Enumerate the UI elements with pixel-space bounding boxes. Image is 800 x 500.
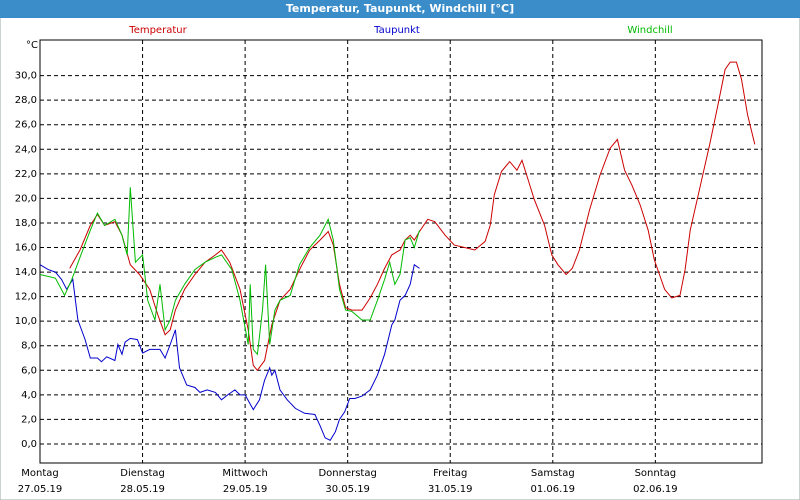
x-tick-date: 02.06.19	[633, 484, 678, 495]
y-tick-label: 6,0	[21, 365, 37, 376]
title-bar	[0, 0, 800, 18]
x-tick-label: Samstag	[531, 468, 575, 479]
y-tick-label: 26,0	[15, 120, 37, 131]
x-tick-date: 28.05.19	[120, 484, 165, 495]
y-tick-label: 24,0	[15, 144, 37, 155]
x-tick-label: Mittwoch	[222, 468, 267, 479]
y-axis-label: °C	[26, 40, 38, 51]
x-tick-date: 29.05.19	[223, 484, 268, 495]
y-tick-label: 12,0	[15, 292, 37, 303]
y-tick-label: 8,0	[21, 341, 37, 352]
y-tick-label: 30,0	[15, 71, 37, 82]
y-tick-label: 22,0	[15, 169, 37, 180]
series-line	[39, 263, 420, 441]
x-tick-date: 01.06.19	[531, 484, 576, 495]
x-tick-date: 31.05.19	[428, 484, 473, 495]
x-tick-date: 27.05.19	[18, 484, 63, 495]
x-tick-date: 30.05.19	[325, 484, 370, 495]
series-line	[69, 61, 756, 372]
x-tick-label: Sonntag	[635, 468, 677, 479]
series-line	[39, 187, 420, 356]
x-tick-label: Donnerstag	[318, 468, 376, 479]
y-tick-label: 14,0	[15, 267, 37, 278]
x-tick-label: Dienstag	[120, 468, 165, 479]
y-tick-label: 10,0	[15, 316, 37, 327]
x-tick-label: Montag	[21, 468, 58, 479]
x-tick-label: Freitag	[433, 468, 467, 479]
plot-frame	[39, 39, 763, 464]
legend-label: Windchill	[627, 25, 672, 36]
y-tick-label: 18,0	[15, 218, 37, 229]
y-tick-label: 28,0	[15, 95, 37, 106]
y-tick-label: 20,0	[15, 193, 37, 204]
y-tick-label: 2,0	[21, 414, 37, 425]
legend-label: Taupunkt	[373, 25, 420, 36]
y-tick-label: 16,0	[15, 243, 37, 254]
y-tick-label: 4,0	[21, 390, 37, 401]
legend-label: Temperatur	[128, 25, 187, 36]
chart-title: Temperatur, Taupunkt, Windchill [°C]	[286, 2, 514, 15]
y-tick-label: 0,0	[21, 439, 37, 450]
